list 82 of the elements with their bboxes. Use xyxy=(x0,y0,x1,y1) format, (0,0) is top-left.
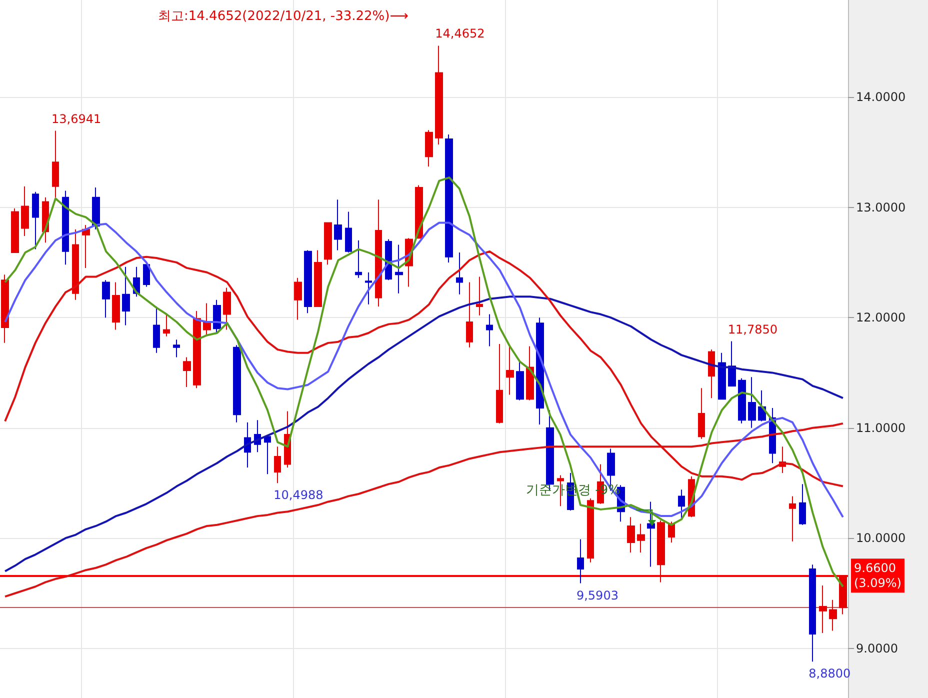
candlestick xyxy=(839,575,847,615)
candlestick xyxy=(587,498,594,563)
candlestick xyxy=(435,45,443,145)
candlestick xyxy=(334,199,342,251)
y-tick-label: 11.0000 xyxy=(856,420,906,435)
candlestick xyxy=(738,378,746,424)
candlestick xyxy=(112,282,120,330)
candlestick xyxy=(395,244,403,294)
candlestick xyxy=(819,585,827,634)
candlestick xyxy=(324,222,332,266)
candlestick xyxy=(304,250,312,314)
y-tick-label: 12.0000 xyxy=(856,310,906,325)
line-series xyxy=(4,222,844,518)
candlestick xyxy=(496,344,503,424)
y-tick-label: 9.0000 xyxy=(856,641,898,656)
candlestick xyxy=(11,208,19,254)
candlestick xyxy=(708,349,715,399)
y-tick-label: 13.0000 xyxy=(856,200,906,214)
candlestick xyxy=(506,344,514,396)
candlestick xyxy=(627,516,635,553)
candlestick xyxy=(668,521,675,544)
candlestick xyxy=(355,240,362,278)
candlestick xyxy=(294,277,302,320)
candlestick xyxy=(657,520,665,583)
candlestick xyxy=(829,599,837,632)
annotation: 9,5903 xyxy=(576,588,618,602)
candlestick xyxy=(193,310,201,389)
annotation: 13,6941 xyxy=(52,112,102,126)
y-tick-label: 10.0000 xyxy=(856,531,906,546)
ref-line-label: 9.6600 (3.09%) xyxy=(854,561,902,590)
candlestick xyxy=(526,346,534,401)
candlestick xyxy=(748,376,756,428)
candlestick xyxy=(345,211,352,254)
candlestick xyxy=(456,252,463,295)
candlestick xyxy=(678,489,685,520)
candlestick xyxy=(82,224,90,268)
line-series xyxy=(4,296,844,572)
candlestick xyxy=(213,299,221,334)
annotation: 10,4988 xyxy=(274,488,324,502)
candlestick xyxy=(143,262,150,288)
candlestick xyxy=(466,282,473,348)
candlestick xyxy=(274,446,281,484)
candlestick xyxy=(223,287,231,330)
candlestick xyxy=(698,388,705,440)
candlestick xyxy=(375,199,382,308)
candlestick xyxy=(102,280,110,318)
candlestick xyxy=(445,134,453,263)
candlestick xyxy=(577,538,584,584)
candlestick xyxy=(314,250,322,308)
candlestick xyxy=(637,523,645,553)
annotation: 14,4652 xyxy=(435,26,485,41)
candlestick xyxy=(758,390,766,422)
candlestick xyxy=(32,191,39,250)
annotation: 8,8800 xyxy=(808,666,851,681)
candlestick xyxy=(425,130,433,168)
candlestick xyxy=(1,274,9,344)
candlestick xyxy=(203,302,211,336)
candlestick xyxy=(52,130,59,198)
candlestick xyxy=(516,361,524,401)
candlestick xyxy=(92,186,100,230)
candlestick xyxy=(365,272,372,305)
candlestick xyxy=(153,306,160,354)
candlestick xyxy=(233,344,241,423)
annotation: 11,7850 xyxy=(728,322,778,336)
candlestick xyxy=(718,352,726,400)
annotation: 최고:14.4652(2022/10/21, -33.22%)⟶ xyxy=(158,9,408,24)
candlestick xyxy=(486,314,493,347)
candlestick xyxy=(264,435,271,475)
candlestick xyxy=(728,340,736,386)
y-tick-label: 14.0000 xyxy=(856,90,906,104)
candlestick xyxy=(183,356,191,388)
candlestick xyxy=(799,484,806,526)
candlestick xyxy=(163,314,170,337)
candlestick xyxy=(809,564,816,662)
candlestick xyxy=(72,228,79,300)
candlestick xyxy=(173,339,180,358)
candlestick xyxy=(122,266,130,326)
candlestick xyxy=(476,276,483,316)
candlestick xyxy=(21,186,29,236)
candlestick xyxy=(789,496,796,542)
candlestick xyxy=(62,190,69,266)
line-series xyxy=(4,176,844,588)
